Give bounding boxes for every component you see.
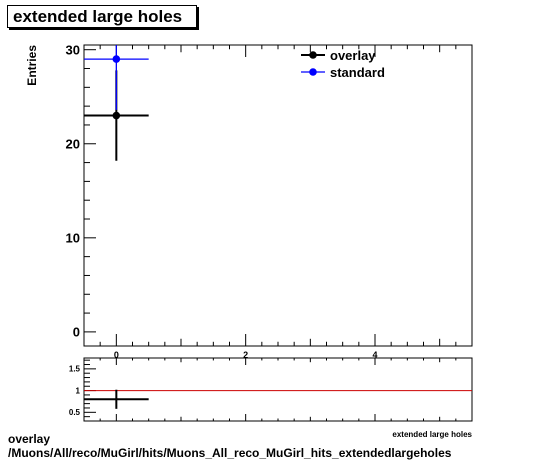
y-tick-label: 1.5 [69, 365, 81, 374]
y-tick-label: 20 [66, 136, 80, 151]
x-tick-label: 0 [114, 350, 119, 360]
y-tick-label: 30 [66, 42, 80, 57]
legend-label-standard: standard [330, 65, 385, 80]
ratio-panel: 0.5 1 1.5 extended large holes [69, 357, 473, 439]
x-tick-label: 2 [243, 350, 248, 360]
y-tick-label: 10 [66, 230, 80, 245]
legend-marker-standard [309, 68, 317, 76]
main-panel: 0 2 4 0 10 20 30 Entries overlay standard [25, 42, 473, 360]
plot-frame [83, 44, 473, 347]
y-tick-label: 0 [73, 324, 80, 339]
plot-title-box: extended large holes [7, 5, 197, 28]
legend-marker-overlay [309, 51, 317, 59]
plot-title: extended large holes [13, 7, 183, 26]
y-axis-label: Entries [25, 45, 39, 86]
x-axis-label: extended large holes [392, 430, 472, 439]
x-tick-label: 4 [372, 350, 377, 360]
y-tick-label: 1 [76, 386, 81, 395]
footer-line-1: overlay [8, 432, 51, 446]
legend-label-overlay: overlay [330, 48, 376, 63]
footer-line-2: /Muons/All/reco/MuGirl/hits/Muons_All_re… [8, 446, 452, 460]
standard-point [112, 55, 121, 63]
overlay-point [112, 111, 121, 120]
plot-frame [83, 357, 473, 422]
y-tick-label: 0.5 [69, 408, 81, 417]
